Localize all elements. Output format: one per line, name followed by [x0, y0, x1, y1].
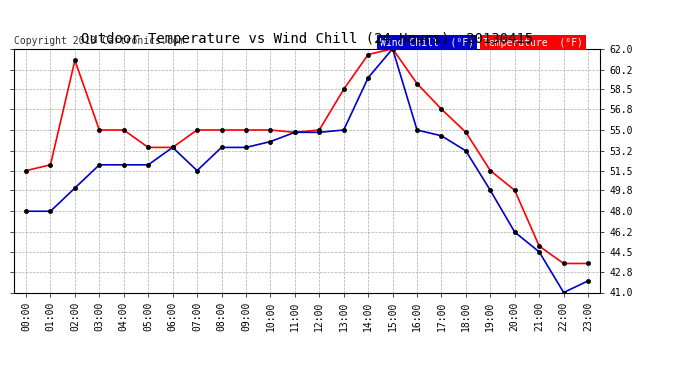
Text: Temperature  (°F): Temperature (°F) [483, 38, 583, 48]
Text: Wind Chill  (°F): Wind Chill (°F) [380, 38, 474, 48]
Title: Outdoor Temperature vs Wind Chill (24 Hours)  20130415: Outdoor Temperature vs Wind Chill (24 Ho… [81, 32, 533, 46]
Text: Copyright 2013 Cartronics.com: Copyright 2013 Cartronics.com [14, 36, 184, 46]
